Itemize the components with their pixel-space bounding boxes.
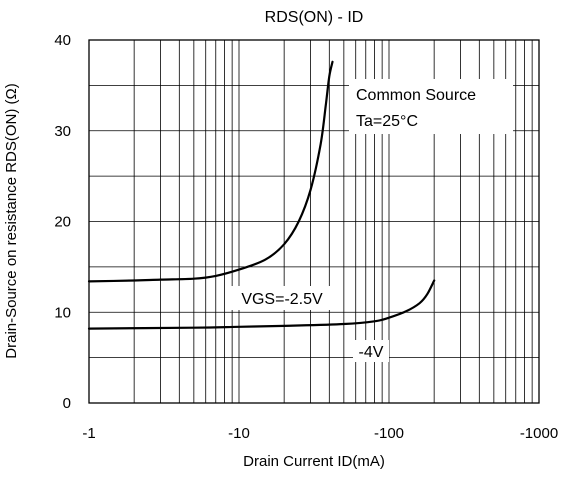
y-tick-label: 20 — [54, 214, 71, 231]
curves — [87, 60, 436, 330]
x-tick-label: -10 — [228, 425, 250, 442]
x-tick-label: -1000 — [520, 425, 558, 442]
chart-title: RDS(ON) - ID — [265, 9, 364, 26]
series-label-background — [353, 340, 389, 362]
y-axis-label: Drain-Source on resistance RDS(ON) (Ω) — [3, 83, 20, 358]
annotation-background — [349, 79, 513, 134]
series-label: -4V — [359, 344, 384, 361]
series-labels: VGS=-2.5V -4V — [226, 286, 389, 362]
y-tick-label: 0 — [63, 395, 71, 412]
y-tick-label: 40 — [54, 32, 71, 49]
annotation-text: Common Source — [356, 87, 476, 104]
x-tick-label: -1 — [82, 425, 95, 442]
tick-labels: -1 -10 -100 -1000 0 10 20 30 40 — [54, 32, 558, 442]
annotation-text: Ta=25°C — [356, 113, 418, 130]
x-axis-label: Drain Current ID(mA) — [243, 453, 385, 470]
x-tick-label: -100 — [374, 425, 404, 442]
annotations: Common Source Ta=25°C — [349, 79, 513, 134]
y-tick-label: 10 — [54, 304, 71, 321]
series-label: VGS=-2.5V — [241, 291, 323, 308]
series-label-background — [226, 286, 338, 310]
y-tick-label: 30 — [54, 123, 71, 140]
series-line-vgs-4v — [87, 279, 436, 330]
plot-frame — [88, 39, 540, 404]
series-line-vgs-2-5v — [87, 60, 334, 283]
